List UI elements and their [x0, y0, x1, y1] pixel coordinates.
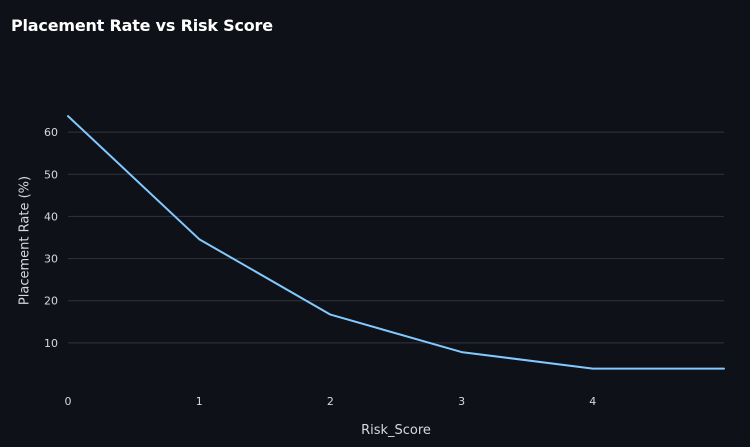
x-tick-label: 2 — [327, 395, 334, 408]
y-axis-title: Placement Rate (%) — [18, 176, 33, 305]
x-axis-title: Risk_Score — [361, 423, 431, 438]
y-tick-labels: 10 20 30 40 50 60 — [44, 126, 58, 350]
y-tick-label: 50 — [44, 168, 58, 181]
y-tick-label: 40 — [44, 210, 58, 223]
y-tick-label: 10 — [44, 337, 58, 350]
x-tick-label: 4 — [589, 395, 596, 408]
x-tick-label: 1 — [196, 395, 203, 408]
chart-title: Placement Rate vs Risk Score — [11, 16, 273, 35]
x-tick-labels: 0 1 2 3 4 — [65, 395, 597, 408]
y-tick-label: 30 — [44, 253, 58, 266]
series-line-0 — [67, 115, 725, 370]
x-tick-label: 3 — [458, 395, 465, 408]
x-tick-label: 0 — [65, 395, 72, 408]
grid-layer — [68, 131, 724, 344]
series-layer — [67, 115, 725, 370]
y-tick-label: 60 — [44, 126, 58, 139]
y-tick-label: 20 — [44, 295, 58, 308]
